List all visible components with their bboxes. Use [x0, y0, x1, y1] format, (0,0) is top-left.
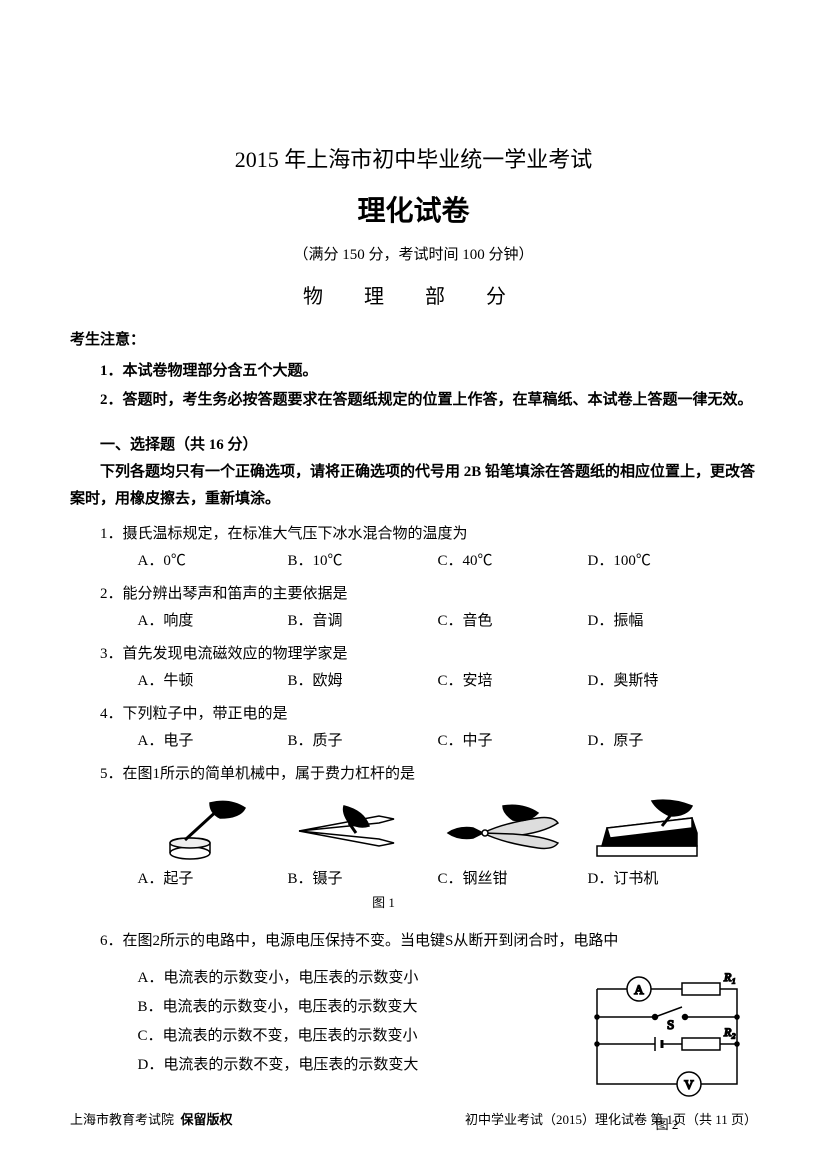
notice-item: 2．答题时，考生务必按答题要求在答题纸规定的位置上作答，在草稿纸、本试卷上答题一…: [70, 387, 757, 414]
option: B．电流表的示数变小，电压表的示数变大: [138, 994, 558, 1021]
q-stem: 在图2所示的电路中，电源电压保持不变。当电键S从断开到闭合时，电路中: [123, 933, 619, 949]
pliers-icon: [443, 798, 563, 863]
option: B．欧姆: [288, 668, 438, 695]
q-num: 5．: [100, 766, 123, 782]
q-num: 1．: [100, 526, 123, 542]
exam-title-main: 2015 年上海市初中毕业统一学业考试: [70, 140, 757, 180]
notice-heading: 考生注意：: [70, 327, 757, 354]
tweezers-icon: [294, 801, 414, 861]
option: D．订书机: [588, 866, 738, 893]
fig-opener: [135, 796, 275, 866]
switch-label: S: [667, 1017, 674, 1032]
question-2: 2．能分辨出琴声和笛声的主要依据是: [70, 581, 757, 608]
fig-stapler: [582, 796, 722, 866]
option: C．40℃: [438, 548, 588, 575]
option: B．10℃: [288, 548, 438, 575]
r2-label: R₂: [723, 1025, 736, 1039]
option: C．音色: [438, 608, 588, 635]
question-5: 5．在图1所示的简单机械中，属于费力杠杆的是: [70, 761, 757, 788]
q5-figures: [70, 788, 757, 866]
exam-info: （满分 150 分，考试时间 100 分钟）: [70, 242, 757, 269]
option: D．100℃: [588, 548, 738, 575]
q3-options: A．牛顿 B．欧姆 C．安培 D．奥斯特: [70, 668, 757, 695]
section-physics: 物 理 部 分: [70, 279, 757, 315]
q1-options: A．0℃ B．10℃ C．40℃ D．100℃: [70, 548, 757, 575]
q-stem: 首先发现电流磁效应的物理学家是: [123, 646, 348, 662]
footer-left: 上海市教育考试院 保留版权: [70, 1108, 233, 1131]
q-num: 6．: [100, 933, 123, 949]
q-stem: 摄氏温标规定，在标准大气压下冰水混合物的温度为: [123, 526, 468, 542]
q6-body: A．电流表的示数变小，电压表的示数变小 B．电流表的示数变小，电压表的示数变大 …: [70, 965, 757, 1109]
question-6: 6．在图2所示的电路中，电源电压保持不变。当电键S从断开到闭合时，电路中: [70, 928, 757, 955]
option: A．电子: [138, 728, 288, 755]
page-footer: 上海市教育考试院 保留版权 初中学业考试（2015）理化试卷 第 1页（共 11…: [70, 1108, 757, 1131]
option: A．起子: [138, 866, 288, 893]
part1-title: 一、选择题（共 16 分）: [70, 432, 757, 459]
exam-title-sub: 理化试卷: [70, 186, 757, 236]
question-4: 4．下列粒子中，带正电的是: [70, 701, 757, 728]
option: B．质子: [288, 728, 438, 755]
stapler-icon: [592, 798, 712, 863]
option: C．电流表的示数不变，电压表的示数变小: [138, 1023, 558, 1050]
question-1: 1．摄氏温标规定，在标准大气压下冰水混合物的温度为: [70, 521, 757, 548]
option: C．安培: [438, 668, 588, 695]
ammeter-label: A: [634, 982, 644, 997]
option: D．原子: [588, 728, 738, 755]
notice-item: 1．本试卷物理部分含五个大题。: [70, 358, 757, 385]
option: A．0℃: [138, 548, 288, 575]
footer-right: 初中学业考试（2015）理化试卷 第 1页（共 11 页）: [465, 1108, 757, 1131]
option: B．镊子: [288, 866, 438, 893]
q5-options: A．起子 B．镊子 C．钢丝钳 D．订书机: [70, 866, 757, 893]
q-stem: 能分辨出琴声和笛声的主要依据是: [123, 586, 348, 602]
q4-options: A．电子 B．质子 C．中子 D．原子: [70, 728, 757, 755]
fig1-label: 图 1: [10, 891, 757, 914]
option: B．音调: [288, 608, 438, 635]
option: D．电流表的示数不变，电压表的示数变大: [138, 1052, 558, 1079]
q2-options: A．响度 B．音调 C．音色 D．振幅: [70, 608, 757, 635]
fig-pliers: [433, 796, 573, 866]
circuit-diagram: A R₁ S R₂: [577, 969, 757, 1109]
voltmeter-label: V: [684, 1077, 694, 1092]
q-num: 2．: [100, 586, 123, 602]
q-stem: 在图1所示的简单机械中，属于费力杠杆的是: [123, 766, 416, 782]
part1-instructions: 下列各题均只有一个正确选项，请将正确选项的代号用 2B 铅笔填涂在答题纸的相应位…: [70, 459, 757, 513]
option: C．中子: [438, 728, 588, 755]
notice-item-text: 2．答题时，考生务必按答题要求在答题纸规定的位置上作答，在草稿纸、本试卷上答题一…: [100, 392, 753, 408]
option: A．电流表的示数变小，电压表的示数变小: [138, 965, 558, 992]
option: A．牛顿: [138, 668, 288, 695]
option: D．奥斯特: [588, 668, 738, 695]
footer-org: 上海市教育考试院: [70, 1112, 174, 1127]
q-num: 4．: [100, 706, 123, 722]
option: D．振幅: [588, 608, 738, 635]
option: C．钢丝钳: [438, 866, 588, 893]
opener-icon: [160, 798, 250, 863]
r1-label: R₁: [723, 970, 736, 984]
q-num: 3．: [100, 646, 123, 662]
option: A．响度: [138, 608, 288, 635]
footer-note: 保留版权: [181, 1112, 233, 1127]
question-3: 3．首先发现电流磁效应的物理学家是: [70, 641, 757, 668]
q-stem: 下列粒子中，带正电的是: [123, 706, 288, 722]
fig-tweezers: [284, 796, 424, 866]
